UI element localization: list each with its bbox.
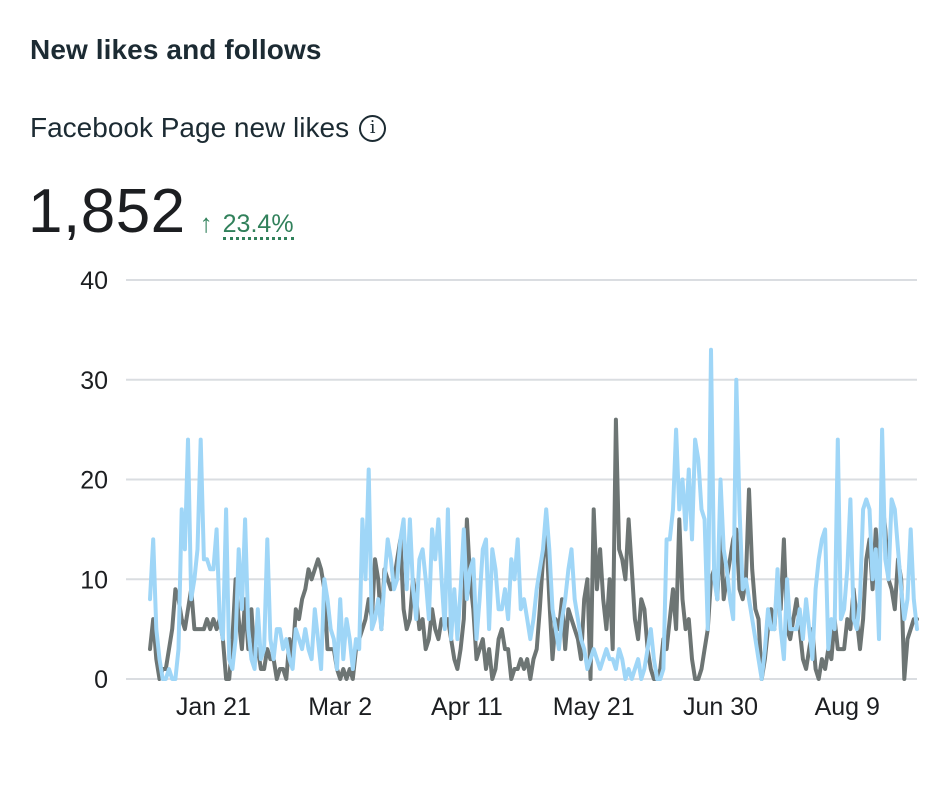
section-title: New likes and follows — [30, 34, 322, 65]
y-axis: 0 10 20 30 40 — [80, 267, 108, 694]
arrow-up-icon: ↑ — [199, 208, 213, 238]
series-line-previous[interactable] — [148, 347, 919, 681]
y-tick-label: 10 — [80, 566, 108, 594]
x-axis: Jan 21 Mar 2 Apr 11 May 21 Jun 30 Aug 9 — [176, 693, 880, 721]
metric-label: Facebook Page new likes — [30, 112, 350, 143]
series-lines — [148, 347, 919, 681]
series-line-current[interactable] — [148, 417, 919, 681]
metric-header: Facebook Page new likes i — [30, 112, 387, 144]
x-tick-label: Jan 21 — [176, 693, 251, 721]
x-tick-label: Aug 9 — [815, 693, 880, 721]
x-tick-label: Apr 11 — [431, 693, 503, 721]
info-icon[interactable]: i — [359, 114, 387, 142]
y-tick-label: 30 — [80, 367, 108, 395]
x-tick-label: Mar 2 — [308, 693, 372, 721]
y-tick-label: 40 — [80, 267, 108, 295]
x-tick-label: Jun 30 — [683, 693, 758, 721]
line-chart: 0 10 20 30 40 Jan 21 Mar 2 Apr 11 May 21 Jun 30 A… — [80, 267, 919, 721]
y-tick-label: 0 — [94, 666, 108, 694]
x-tick-label: May 21 — [553, 693, 635, 721]
metric-summary: 1,852 ↑ 23.4% — [28, 176, 294, 247]
change-percent[interactable]: 23.4% — [222, 211, 294, 241]
metric-value: 1,852 — [28, 177, 186, 246]
y-tick-label: 20 — [80, 467, 108, 495]
